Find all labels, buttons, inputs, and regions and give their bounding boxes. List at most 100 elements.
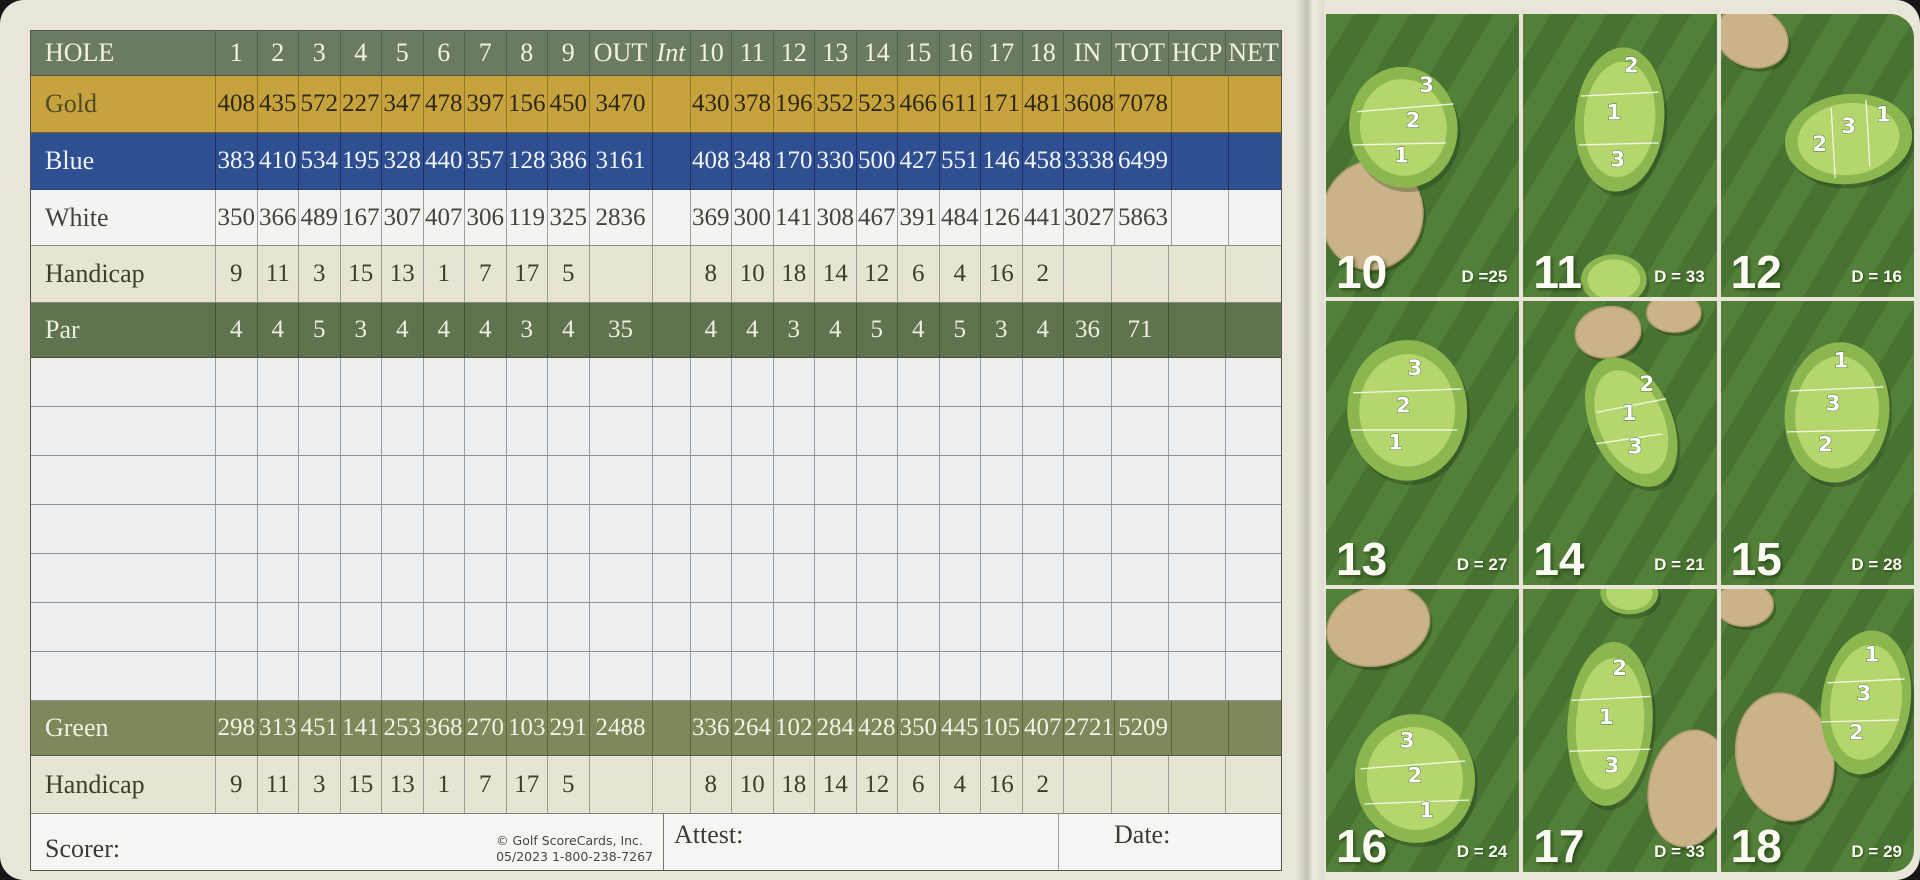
empty-cell <box>382 505 424 553</box>
score-cell: 14 <box>815 246 857 302</box>
score-cell <box>653 701 691 755</box>
empty-cell <box>981 456 1023 504</box>
pin-position-2: 2 <box>1624 54 1639 79</box>
putting-green <box>1606 588 1653 610</box>
score-cell: 410 <box>258 133 299 189</box>
header-cell: 7 <box>465 31 507 75</box>
score-cell: 466 <box>898 76 940 132</box>
empty-cell <box>382 456 424 504</box>
score-cell: 14 <box>815 756 857 813</box>
score-cell: 350 <box>898 701 940 755</box>
header-cell: TOT <box>1112 31 1169 75</box>
score-cell: 478 <box>424 76 465 132</box>
empty-cell <box>940 652 981 700</box>
empty-cell <box>691 652 732 700</box>
card-fold-crease <box>1296 0 1324 880</box>
pin-position-2: 2 <box>1396 394 1411 419</box>
score-cell: 408 <box>691 133 732 189</box>
empty-cell <box>424 358 465 406</box>
score-cell: 534 <box>299 133 341 189</box>
row-label: Handicap <box>31 246 216 302</box>
header-cell: 1 <box>216 31 258 75</box>
empty-cell <box>299 652 341 700</box>
empty-score-row <box>31 456 1281 505</box>
score-cell: 128 <box>507 133 548 189</box>
empty-cell <box>507 358 548 406</box>
header-hole-label: HOLE <box>31 31 216 75</box>
header-cell: 17 <box>981 31 1023 75</box>
empty-cell <box>653 505 691 553</box>
green-depth-label: D = 29 <box>1851 842 1902 861</box>
score-cell <box>1172 701 1229 755</box>
score-cell: 105 <box>981 701 1023 755</box>
empty-cell <box>774 554 815 602</box>
score-cell: 4 <box>382 303 424 357</box>
pin-position-2: 2 <box>1613 656 1628 681</box>
score-cell: 141 <box>341 701 382 755</box>
empty-cell <box>299 554 341 602</box>
pin-position-1: 1 <box>1622 401 1637 426</box>
empty-cell <box>424 456 465 504</box>
score-cell: 4 <box>815 303 857 357</box>
empty-cell <box>258 456 299 504</box>
empty-cell <box>1169 407 1226 455</box>
hole-map-15: 1 3 2 <box>1784 342 1892 488</box>
green-depth-label: D = 16 <box>1851 267 1902 287</box>
empty-cell <box>815 407 857 455</box>
score-cell: 12 <box>857 246 898 302</box>
score-cell: 3027 <box>1064 190 1115 245</box>
empty-cell <box>1169 456 1226 504</box>
score-cell <box>1169 756 1226 813</box>
green-depth-label: D = 27 <box>1456 554 1508 574</box>
empty-cell <box>691 505 732 553</box>
empty-cell <box>1064 652 1112 700</box>
empty-cell <box>507 652 548 700</box>
empty-cell <box>1169 554 1226 602</box>
empty-cell <box>815 505 857 553</box>
score-cell: 2 <box>1023 246 1064 302</box>
green-zone-divider <box>1864 99 1871 167</box>
empty-cell <box>216 505 258 553</box>
green-depth-label: D = 33 <box>1654 842 1705 861</box>
bunker <box>1720 14 1789 69</box>
empty-cell <box>424 554 465 602</box>
empty-cell <box>258 603 299 651</box>
score-cell: 484 <box>940 190 981 245</box>
empty-cell <box>1064 603 1112 651</box>
score-cell: 5209 <box>1115 701 1172 755</box>
score-cell: 3 <box>774 303 815 357</box>
pin-position-3: 3 <box>1408 356 1423 381</box>
empty-cell <box>691 407 732 455</box>
score-cell: 270 <box>465 701 507 755</box>
score-cell: 102 <box>774 701 815 755</box>
empty-cell <box>31 456 216 504</box>
empty-cell <box>898 652 940 700</box>
empty-cell <box>424 505 465 553</box>
empty-cell <box>857 505 898 553</box>
pin-position-1: 1 <box>1394 143 1409 168</box>
empty-cell <box>857 358 898 406</box>
pin-position-1: 1 <box>1876 102 1891 127</box>
score-cell: 3608 <box>1064 76 1115 132</box>
hole-map-10: 3 2 1 <box>1326 66 1461 274</box>
empty-cell <box>653 456 691 504</box>
score-cell: 397 <box>465 76 507 132</box>
header-cell: IN <box>1064 31 1112 75</box>
score-cell: 2721 <box>1064 701 1115 755</box>
score-cell: 195 <box>341 133 382 189</box>
score-cell: 4 <box>258 303 299 357</box>
hole-map-14: 21 3 <box>1574 301 1705 492</box>
empty-cell <box>691 456 732 504</box>
empty-cell <box>940 407 981 455</box>
score-cell: 3 <box>299 246 341 302</box>
empty-cell <box>1112 652 1169 700</box>
empty-cell <box>31 554 216 602</box>
score-cell: 4 <box>898 303 940 357</box>
row-handicap2: Handicap 9 11 3 15 13 1 7 17 5 8 10 18 14 12 6 4 16 2 <box>31 756 1281 814</box>
empty-cell <box>216 456 258 504</box>
score-cell: 500 <box>857 133 898 189</box>
empty-cell <box>815 554 857 602</box>
empty-cell <box>774 407 815 455</box>
score-table: HOLE 1 2 3 4 5 6 7 8 9 OUT Int 10 11 12 13 14 15 16 17 18 IN T… <box>30 30 1282 871</box>
hole-diagram-18: 1 3 2 18 D = 29 <box>1720 588 1914 872</box>
